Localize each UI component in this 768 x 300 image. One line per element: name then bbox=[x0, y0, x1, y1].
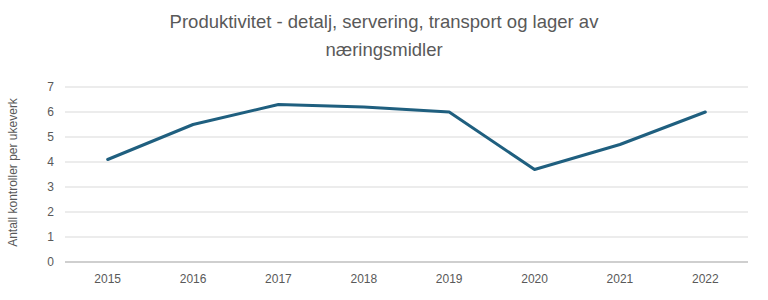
y-axis-label: Antall kontroller per ukeverk bbox=[6, 97, 20, 247]
x-axis-line bbox=[65, 262, 748, 263]
grid-line bbox=[65, 112, 748, 113]
y-tick-label: 0 bbox=[47, 255, 54, 269]
x-tick-label: 2016 bbox=[180, 272, 207, 286]
grid-line bbox=[65, 137, 748, 138]
y-tick-label: 3 bbox=[47, 180, 54, 194]
grid-line bbox=[65, 212, 748, 213]
grid-line bbox=[65, 162, 748, 163]
plot-area bbox=[108, 105, 706, 170]
x-tick-label: 2019 bbox=[436, 272, 463, 286]
grid-line bbox=[65, 262, 748, 263]
x-tick-label: 2017 bbox=[265, 272, 292, 286]
grid-line bbox=[65, 87, 748, 88]
chart-title: Produktivitet - detalj, servering, trans… bbox=[114, 8, 654, 64]
y-tick-label: 4 bbox=[47, 155, 54, 169]
x-tick-label: 2018 bbox=[350, 272, 377, 286]
grid-line bbox=[65, 187, 748, 188]
x-tick-label: 2020 bbox=[521, 272, 548, 286]
y-tick-label: 5 bbox=[47, 130, 54, 144]
x-tick-label: 2015 bbox=[94, 272, 121, 286]
y-tick-label: 1 bbox=[47, 230, 54, 244]
y-tick-label: 7 bbox=[47, 80, 54, 94]
x-tick-label: 2022 bbox=[692, 272, 719, 286]
grid-line bbox=[65, 237, 748, 238]
chart: 0 1 2 3 4 5 6 7 2015 2016 2017 2018 2019 2020 2021 2022… bbox=[0, 0, 768, 300]
x-tick-label: 2021 bbox=[607, 272, 634, 286]
y-tick-label: 2 bbox=[47, 205, 54, 219]
y-tick-label: 6 bbox=[47, 105, 54, 119]
data-line bbox=[108, 105, 706, 170]
